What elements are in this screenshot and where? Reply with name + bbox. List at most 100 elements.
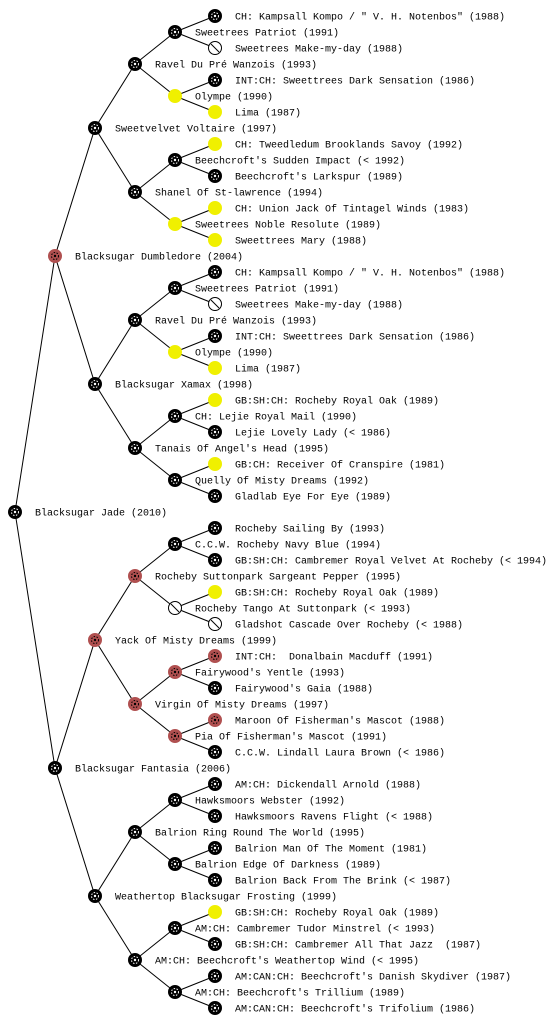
node: Blacksugar Dumbledore (2004) [48,249,243,264]
node-pattern [171,988,179,996]
node: Olympe (1990) [168,89,273,104]
node-pattern [211,972,219,980]
node: Virgin Of Misty Dreams (1997) [128,697,329,712]
node-label: Lima (1987) [235,108,301,120]
edge [174,847,216,865]
node-pattern [211,556,219,564]
node: GB:CH: Receiver Of Cranspire (1981) [208,457,445,472]
edge [94,63,136,129]
node-center [213,14,217,18]
node-center [213,174,217,178]
node-pattern [51,764,59,772]
node-label: AM:CH: Beechcroft's Trillium (1989) [195,988,405,1000]
edge [134,799,176,833]
node: Sweettrees Mary (1988) [208,233,367,248]
node-label: Sweetrees Patriot (1991) [195,284,339,296]
node-pattern [131,956,139,964]
edge [174,799,216,817]
node-label: Olympe (1990) [195,348,273,360]
node-circle [208,361,222,375]
node-slash [170,603,180,613]
node-label: Virgin Of Misty Dreams (1997) [155,700,329,712]
edge [174,271,216,289]
node-label: AM:CAN:CH: Beechcroft's Danish Skydiver … [235,972,511,984]
node: CH: Kampsall Kompo / " V. H. Notenbos" (… [208,265,505,280]
node-label: Balrion Back From The Brink (< 1987) [235,876,451,888]
node-center [213,686,217,690]
node-center [173,478,177,482]
node-center [213,654,217,658]
node: INT:CH: Donalbain Macduff (1991) [208,649,433,664]
node-label: GB:CH: Receiver Of Cranspire (1981) [235,460,445,472]
node-pattern [131,444,139,452]
edge [174,719,216,737]
node: Balrion Man Of The Moment (1981) [208,841,427,856]
edge [174,207,216,225]
node-center [213,494,217,498]
edges [14,15,216,1009]
node-pattern [211,12,219,20]
node-label: Balrion Edge Of Darkness (1989) [195,860,381,872]
edge [174,783,216,801]
edge [174,223,216,241]
node-label: AM:CH: Cambremer Tudor Minstrel (< 1993) [195,924,435,936]
node-label: INT:CH: Sweettrees Dark Sensation (1986) [235,332,475,344]
node: Shanel Of St-lawrence (1994) [128,185,323,200]
edge [134,959,176,993]
node-pattern [131,828,139,836]
edge [54,127,96,257]
node-center [173,990,177,994]
edge [174,335,216,353]
edge [174,735,216,753]
edge [134,287,176,321]
node-label: Lima (1987) [235,364,301,376]
node-label: Rocheby Suttonpark Sargeant Pepper (1995… [155,572,401,584]
node-pattern [211,268,219,276]
node-pattern [91,124,99,132]
node-center [213,558,217,562]
node: Fairywood's Yentle (1993) [168,665,345,680]
node-pattern [131,572,139,580]
edge [174,591,216,609]
node-pattern [11,508,19,516]
node: CH: Union Jack Of Tintagel Winds (1983) [208,201,469,216]
node-circle [208,233,222,247]
node-label: Rocheby Sailing By (1993) [235,524,385,536]
node-circle [168,217,182,231]
node-label: CH: Lejie Royal Mail (1990) [195,412,357,424]
node: CH: Tweedledum Brooklands Savoy (1992) [208,137,463,152]
node-pattern [171,860,179,868]
node-center [173,670,177,674]
node-label: Hawksmoors Webster (1992) [195,796,345,808]
node: AM:CH: Beechcroft's Trillium (1989) [168,985,405,1000]
node-label: Sweetvelvet Voltaire (1997) [115,124,277,136]
node-label: GB:SH:CH: Cambremer Royal Velvet At Roch… [235,556,547,568]
node-pattern [171,732,179,740]
edge [54,639,96,769]
node-circle [208,585,222,599]
node-label: Olympe (1990) [195,92,273,104]
node-circle [208,137,222,151]
node-center [213,782,217,786]
node-label: Maroon Of Fisherman's Mascot (1988) [235,716,445,728]
node-pattern [131,60,139,68]
node-label: GB:SH:CH: Cambremer All That Jazz (1987) [235,940,481,952]
edge [54,255,96,385]
node: Beechcroft's Sudden Impact (< 1992) [168,153,405,168]
edge [174,79,216,97]
node-label: AM:CAN:CH: Beechcroft's Trifolium (1986) [235,1004,475,1016]
edge [94,383,136,449]
node-center [133,446,137,450]
node-center [173,30,177,34]
node: AM:CAN:CH: Beechcroft's Trifolium (1986) [208,1001,475,1016]
nodes: Blacksugar Jade (2010) Blacksugar Dumbled… [8,9,547,1016]
edge [94,831,136,897]
node: Balrion Edge Of Darkness (1989) [168,857,381,872]
node-pattern [211,780,219,788]
node-label: Fairywood's Gaia (1988) [235,684,373,696]
node-center [93,382,97,386]
node-label: Yack Of Misty Dreams (1999) [115,636,277,648]
node-label: C.C.W. Rocheby Navy Blue (1994) [195,540,381,552]
edge [174,159,216,177]
node-pattern [171,796,179,804]
